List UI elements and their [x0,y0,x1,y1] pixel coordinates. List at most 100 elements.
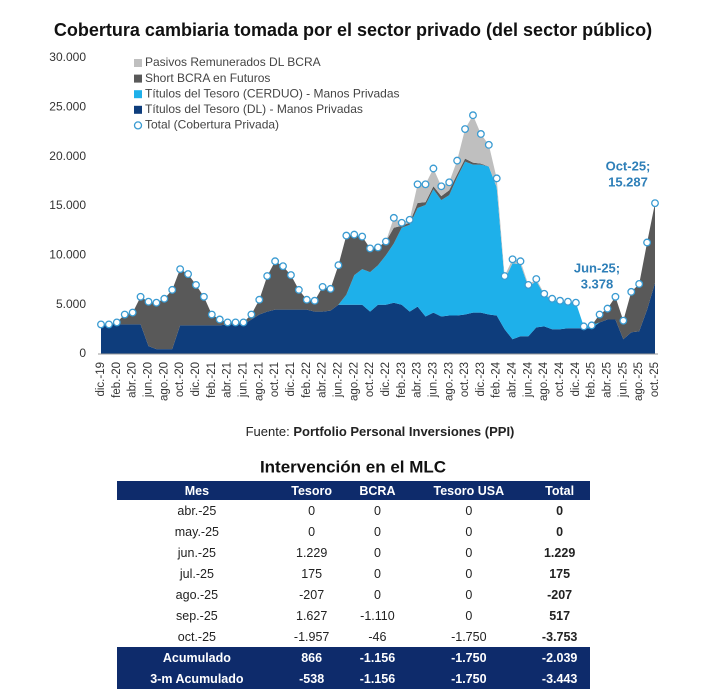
total-marker [255,295,264,304]
x-tick-label: dic.-21 [285,362,297,397]
table-row: 3-m Acumulado -538 -1.156 -1.750 -3.443 [117,668,590,689]
total-marker [492,174,501,183]
table-cell: 0 [465,566,473,581]
total-marker [152,298,161,307]
table-cell: Acumulado [117,647,277,668]
table-cell: -1.750 [408,668,530,689]
chart-title: Cobertura cambiaria tomada por el sector… [54,20,652,40]
source-prefix: Fuente: [246,424,290,439]
x-tick-label: oct.-20 [174,362,186,397]
header-cell: Tesoro [276,481,347,500]
total-marker [476,130,485,138]
table-cell: -207 [299,587,325,602]
total-marker [318,282,327,291]
total-marker [413,180,422,189]
legend-swatch [134,74,142,83]
y-tick-label: 25.000 [49,100,86,114]
x-tick-label: dic.-19 [95,362,107,397]
legend-swatch [134,105,142,114]
total-marker [524,280,533,289]
total-marker [627,287,636,296]
header-cell: Total [529,481,590,500]
x-tick-label: abr.-21 [222,362,234,398]
total-marker [595,310,604,319]
x-tick-label: oct.-24 [554,361,566,397]
annotation: Jun-25; [574,260,620,275]
table-cell: oct.-25 [177,629,216,644]
x-tick-label: jun.-25 [617,362,629,398]
table-cell: -3.753 [541,629,578,644]
x-tick-label: dic.-20 [190,362,202,397]
total-marker [397,218,406,227]
x-tick-label: oct.-23 [459,362,471,397]
legend-label: Pasivos Remunerados DL BCRA [145,55,321,69]
x-tick-label: jun.-24 [522,361,534,398]
table-cell: 0 [556,524,564,539]
table: Mes Tesoro BCRA Tesoro USA Total abr.-25 0 0 0 0 m… [117,481,590,689]
table-cell: -1.156 [346,668,409,689]
y-tick-label: 5.000 [56,297,86,311]
x-tick-label: feb.-24 [491,361,503,397]
total-marker [104,320,113,329]
x-tick-label: feb.-23 [396,362,408,398]
x-tick-label: jun.-23 [427,362,439,398]
area [101,283,655,354]
total-marker [579,322,588,331]
total-marker [176,265,185,274]
total-marker [563,297,572,306]
total-marker [286,271,295,280]
table-cell: 1.229 [543,545,576,560]
total-marker [532,275,541,283]
total-marker [192,280,200,289]
table-cell: 0 [465,545,473,560]
table-cell: 0 [465,503,473,518]
x-tick-label: feb.-22 [301,362,313,398]
table-cell: -207 [547,587,573,602]
total-marker [263,272,272,281]
table-cell: -1.110 [360,608,395,623]
table-cell: sep.-25 [176,608,218,623]
x-tick-label: oct.-22 [364,362,376,397]
legend-label: Short BCRA en Futuros [145,71,270,85]
header-cell: Tesoro USA [408,481,530,500]
source: Fuente: Portfolio Personal Inversiones (… [246,424,515,439]
legend-swatch [134,59,142,67]
table-cell: 175 [549,566,571,581]
x-tick-label: dic.-23 [475,362,487,397]
total-marker [184,270,193,279]
x-tick-label: ago.-24 [538,361,550,401]
total-marker [271,257,280,266]
table-cell: -1.957 [293,629,330,644]
total-marker [350,230,359,239]
table-cell: 3-m Acumulado [117,668,277,689]
total-marker [548,294,557,303]
table-cell: jul.-25 [179,566,214,581]
total-marker [231,318,240,327]
x-tick-label: ago.-25 [633,362,645,401]
legend-label: Títulos del Tesoro (CERDUO) - Manos Priv… [145,86,400,100]
total-marker [405,215,414,224]
x-tick-label: jun.-22 [332,362,344,398]
table-cell: 175 [301,566,323,581]
legend-swatch [133,121,143,130]
total-marker [421,180,430,189]
table-row: sep.-25 1.627 -1.110 0 517 [117,605,590,626]
table-cell: 0 [373,503,381,518]
x-tick-label: abr.-22 [317,362,329,398]
x-tick-label: abr.-20 [127,362,139,398]
source-name: Portfolio Personal Inversiones (PPI) [293,424,514,439]
total-marker [445,178,454,187]
x-tick-label: abr.-24 [507,361,519,397]
table-cell: 0 [465,587,473,602]
table-cell: 1.229 [296,545,328,560]
x-tick-label: abr.-25 [602,362,614,398]
x-tick-label: feb.-25 [586,362,598,398]
table-cell: 866 [276,647,347,668]
table-cell: 0 [373,566,381,581]
total-marker [389,213,398,222]
total-marker [294,285,303,294]
total-marker [326,284,335,293]
total-marker [358,232,367,241]
x-tick-label: ago.-20 [158,362,170,401]
